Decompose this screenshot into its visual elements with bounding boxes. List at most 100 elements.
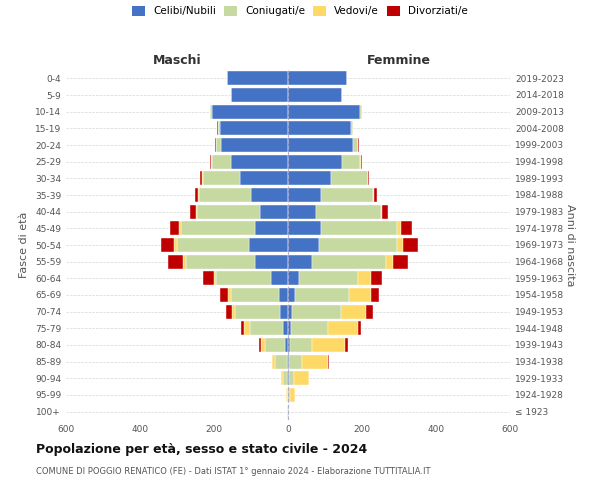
Bar [288,322,291,336]
Bar [288,88,341,102]
Bar [292,304,341,319]
Bar [353,138,358,152]
Text: Popolazione per età, sesso e stato civile - 2024: Popolazione per età, sesso e stato civil… [36,442,367,456]
Bar [254,221,288,236]
Bar [216,271,271,285]
Bar [283,322,288,336]
Bar [202,171,203,186]
Bar [197,204,260,219]
Bar [212,104,288,118]
Bar [288,138,353,152]
Text: Maschi: Maschi [152,54,202,66]
Bar [358,322,361,336]
Bar [241,322,244,336]
Legend: Celibi/Nubili, Coniugati/e, Vedovi/e, Divorziati/e: Celibi/Nubili, Coniugati/e, Vedovi/e, Di… [128,2,472,21]
Bar [287,354,288,369]
Bar [288,104,360,118]
Bar [196,188,199,202]
Bar [288,371,289,386]
Bar [203,271,214,285]
Bar [368,171,370,186]
Bar [230,288,279,302]
Bar [380,204,382,219]
Bar [290,388,295,402]
Bar [196,204,197,219]
Bar [328,322,358,336]
Bar [265,338,285,352]
Bar [403,238,418,252]
Bar [283,371,287,386]
Bar [386,254,394,269]
Bar [346,338,349,352]
Bar [288,271,299,285]
Bar [295,288,349,302]
Bar [227,288,230,302]
Bar [351,121,353,136]
Bar [288,254,312,269]
Bar [232,304,235,319]
Bar [331,171,368,186]
Bar [250,322,283,336]
Bar [288,204,316,219]
Bar [216,138,221,152]
Bar [341,304,367,319]
Y-axis label: Fasce di età: Fasce di età [19,212,29,278]
Bar [220,288,227,302]
Bar [397,221,401,236]
Bar [401,221,412,236]
Bar [181,221,254,236]
Bar [349,288,371,302]
Bar [294,371,309,386]
Bar [288,338,290,352]
Bar [290,338,312,352]
Bar [183,254,186,269]
Bar [272,354,275,369]
Bar [214,271,216,285]
Bar [169,254,183,269]
Bar [279,288,288,302]
Bar [230,154,288,169]
Bar [288,71,347,86]
Bar [288,354,289,369]
Bar [397,238,403,252]
Bar [322,221,397,236]
Bar [281,371,283,386]
Bar [271,271,288,285]
Text: COMUNE DI POGGIO RENATICO (FE) - Dati ISTAT 1° gennaio 2024 - Elaborazione TUTTI: COMUNE DI POGGIO RENATICO (FE) - Dati IS… [36,468,431,476]
Bar [203,171,240,186]
Bar [215,138,216,152]
Bar [275,354,287,369]
Y-axis label: Anni di nascita: Anni di nascita [565,204,575,286]
Bar [251,188,288,202]
Bar [235,304,280,319]
Bar [210,104,212,118]
Bar [210,154,211,169]
Bar [259,338,261,352]
Bar [190,204,196,219]
Bar [360,104,362,118]
Bar [211,154,212,169]
Bar [199,188,251,202]
Bar [280,304,288,319]
Bar [288,304,292,319]
Bar [177,238,249,252]
Bar [319,238,397,252]
Bar [218,121,220,136]
Bar [289,354,302,369]
Bar [179,221,181,236]
Bar [302,354,328,369]
Bar [240,171,288,186]
Bar [288,121,351,136]
Bar [200,171,202,186]
Bar [373,188,374,202]
Bar [371,271,382,285]
Bar [170,221,179,236]
Bar [230,88,288,102]
Bar [358,271,371,285]
Bar [186,254,254,269]
Bar [249,238,288,252]
Bar [382,204,388,219]
Bar [288,288,295,302]
Bar [341,154,360,169]
Bar [288,171,331,186]
